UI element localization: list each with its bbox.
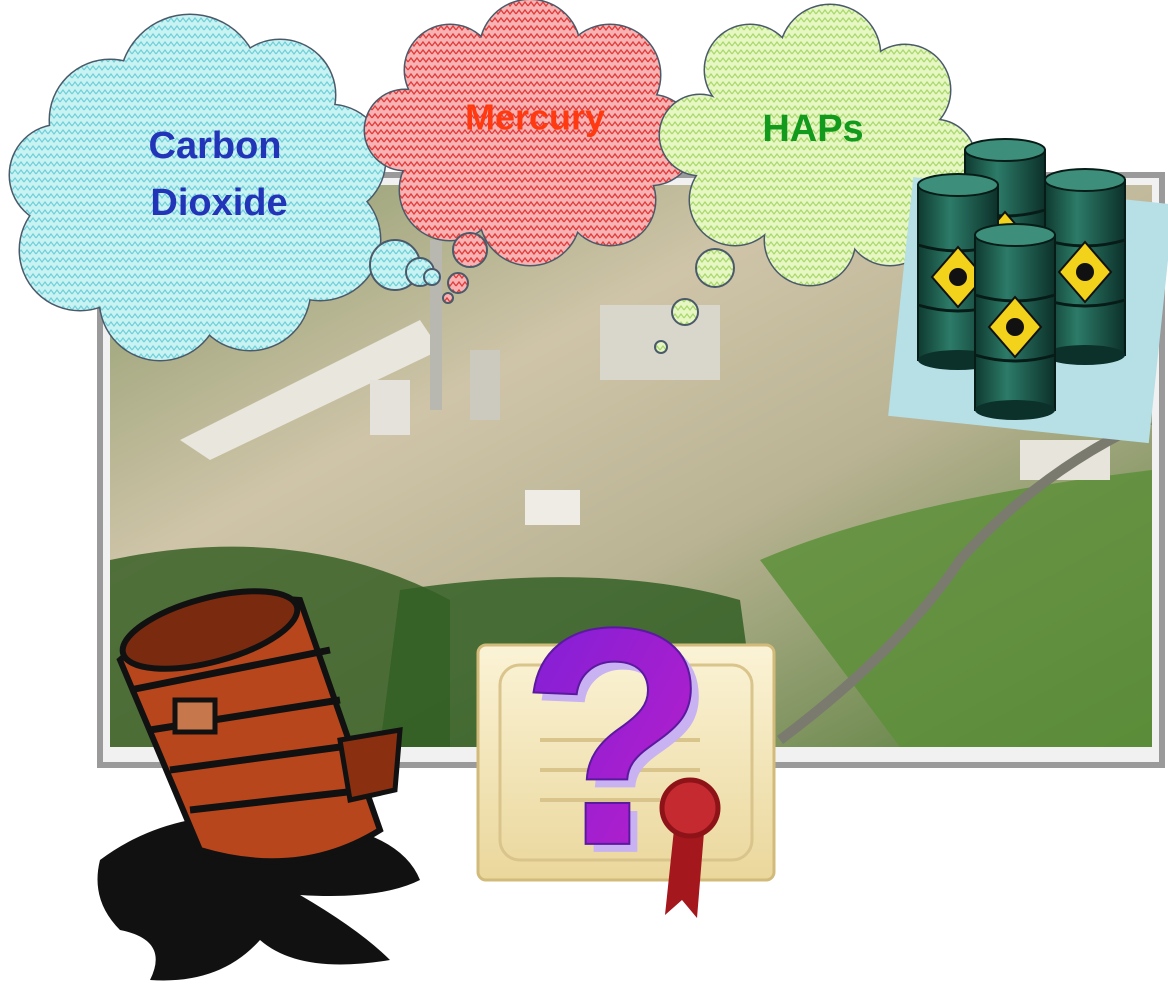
- thought-bubble: [448, 273, 468, 293]
- thought-bubble: [453, 233, 487, 267]
- illustration: ? ? Carbon Dioxide Mercury HAPs: [0, 0, 1168, 990]
- barrel-top: [975, 224, 1055, 246]
- barrel-top: [965, 139, 1045, 161]
- thought-bubble: [672, 299, 698, 325]
- barrel-bottom: [1045, 345, 1125, 365]
- thought-bubble: [443, 293, 453, 303]
- thought-bubble: [655, 341, 667, 353]
- barrel: [1045, 169, 1125, 365]
- barrel-top: [918, 174, 998, 196]
- page: ? ? Carbon Dioxide Mercury HAPs (() => {…: [0, 0, 1168, 990]
- cloud-puff: [365, 90, 445, 170]
- question-mark: ?: [519, 563, 708, 910]
- barrel-bottom: [975, 400, 1055, 420]
- barrel-top: [1045, 169, 1125, 191]
- hazard-symbol: [1076, 263, 1094, 281]
- cloud-label: Mercury: [465, 97, 605, 138]
- thought-bubble: [424, 269, 440, 285]
- cloud-label: Carbon: [149, 125, 282, 167]
- barrel: [975, 224, 1055, 420]
- cloud-label: HAPs: [762, 108, 863, 150]
- hazard-symbol: [949, 268, 967, 286]
- thought-bubble: [696, 249, 734, 287]
- hazard-symbol: [1006, 318, 1024, 336]
- cloud-label: Dioxide: [150, 182, 287, 224]
